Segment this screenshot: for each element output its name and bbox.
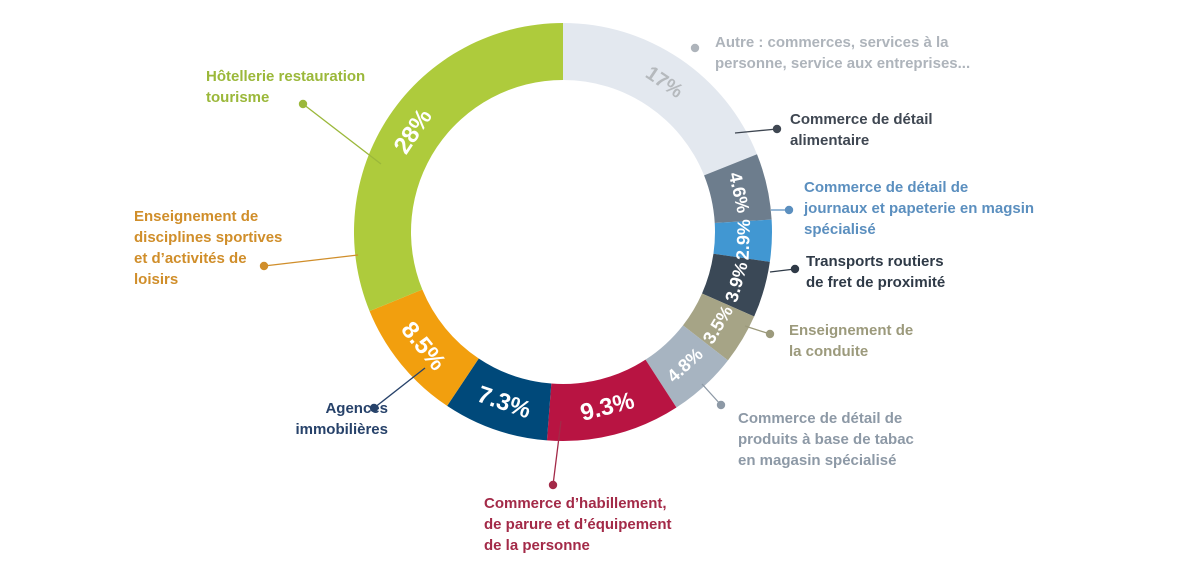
leader-dot (690, 43, 700, 53)
leader-dot (548, 480, 558, 490)
slice-commerce-de-detail-de-journaux-et-papete (713, 219, 772, 262)
leader-dot (259, 261, 269, 271)
category-label-commerce-de-detail-de-produits-a-base-de: Commerce de détail de produits à base de … (738, 410, 914, 469)
leader-line (302, 103, 382, 165)
slice-commerce-de-detail-de-produits-a-base-de (645, 325, 728, 408)
category-label-agences-immobilieres: Agences immobilières (295, 400, 388, 438)
slice-transports-routiers-de-fret-de-proximite (702, 253, 770, 317)
slice-commerce-d-habillement-de-parure-et-d-eq (546, 359, 677, 442)
category-label-commerce-de-detail-alimentaire: Commerce de détail alimentaire (790, 111, 933, 149)
category-label-commerce-d-habillement-de-parure-et-d-eq: Commerce d’habillement, de parure et d’éq… (484, 495, 672, 554)
leader-line (263, 254, 359, 267)
leader-line (552, 420, 562, 486)
leader-dot (790, 264, 800, 274)
category-labels: Autre : commerces, services à la personne… (134, 34, 1034, 554)
slice-enseignement-de-disciplines-sportives-et (369, 289, 479, 406)
leader-dot (716, 400, 726, 410)
slice-enseignement-de-la-conduite (682, 293, 755, 361)
leader-dot (369, 403, 379, 413)
slice-agences-immobilieres (447, 358, 552, 441)
slice-hotellerie-restauration-tourisme (353, 23, 563, 312)
percent-label: 2.9% (732, 219, 754, 261)
category-label-enseignement-de-la-conduite: Enseignement de la conduite (789, 322, 913, 360)
category-label-hotellerie-restauration-tourisme: Hôtellerie restauration tourisme (206, 68, 365, 106)
leader-line (744, 325, 771, 335)
leader-line (701, 383, 722, 406)
donut-segments (353, 23, 772, 442)
leader-dot (784, 205, 794, 215)
slice-commerce-de-detail-alimentaire (704, 154, 772, 223)
leader-dot (765, 329, 775, 339)
category-label-enseignement-de-disciplines-sportives-et: Enseignement de disciplines sportives et d… (134, 208, 282, 288)
leader-dot (772, 124, 782, 134)
category-label-transports-routiers-de-fret-de-proximite: Transports routiers de fret de proximité (806, 253, 945, 291)
leader-dot (298, 99, 308, 109)
slice-autre-commerces-services-a-la-personne-s (563, 23, 757, 176)
category-label-commerce-de-detail-de-journaux-et-papete: Commerce de détail de journaux et papeter… (803, 179, 1034, 238)
leader-line (734, 128, 778, 134)
category-label-autre-commerces-services-a-la-personne-s: Autre : commerces, services à la personne… (715, 34, 970, 72)
leader-line (373, 367, 426, 409)
